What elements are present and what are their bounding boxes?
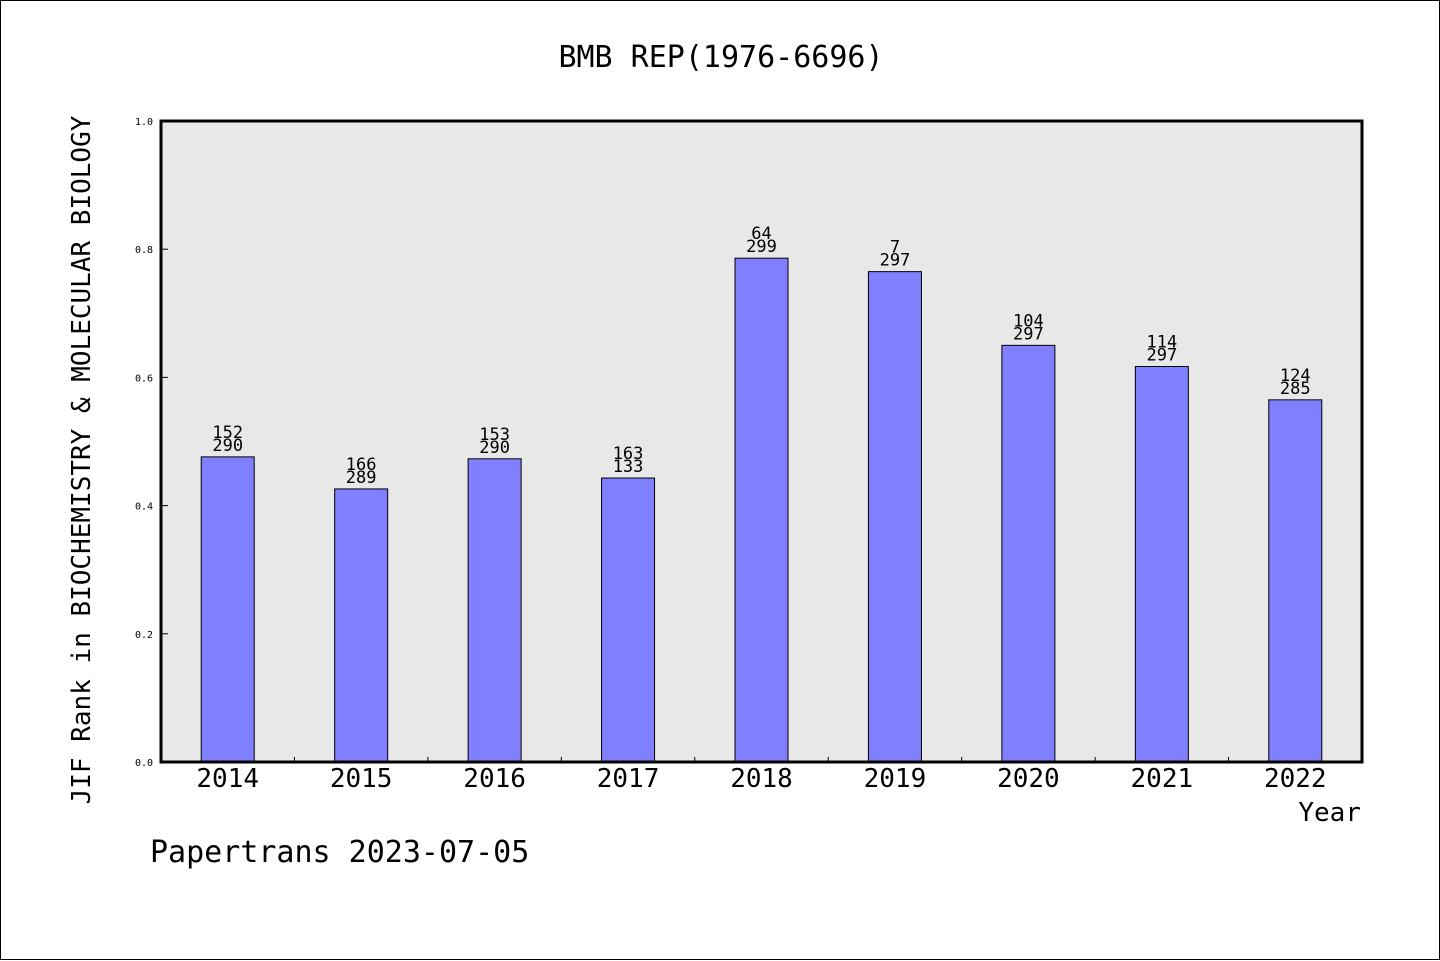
bar-total-label-2020: 297 xyxy=(1013,324,1044,344)
bar-total-label-2018: 299 xyxy=(746,237,777,257)
x-tick-label-2020: 2020 xyxy=(997,764,1060,794)
bar-total-label-2015: 289 xyxy=(346,468,377,488)
x-tick-label-2016: 2016 xyxy=(463,764,526,794)
y-tick-label-0.8: 0.8 xyxy=(135,245,153,256)
y-tick-label-0.4: 0.4 xyxy=(135,502,153,513)
bar-rank-label-2016: 153 xyxy=(479,425,510,445)
bar-total-label-2022: 285 xyxy=(1280,379,1311,399)
x-tick-label-2019: 2019 xyxy=(864,764,927,794)
bar-2022 xyxy=(1268,399,1323,763)
bar-2021 xyxy=(1134,366,1189,763)
bar-total-label-2014: 290 xyxy=(212,436,243,456)
bar-rank-label-2017: 163 xyxy=(613,444,644,464)
bar-2017 xyxy=(601,477,656,763)
y-axis-label: JIF Rank in BIOCHEMISTRY & MOLECULAR BIO… xyxy=(67,115,97,804)
bar-total-label-2016: 290 xyxy=(479,438,510,458)
bars-layer xyxy=(200,257,1323,763)
bar-2020 xyxy=(1001,344,1056,763)
bar-2014 xyxy=(200,456,255,763)
bar-total-label-2021: 297 xyxy=(1146,346,1177,366)
plot-border xyxy=(159,119,1364,764)
y-tick-label-0.2: 0.2 xyxy=(135,630,153,641)
x-tick-label-2022: 2022 xyxy=(1264,764,1327,794)
bar-total-label-2017: 133 xyxy=(613,457,644,477)
bar-rank-label-2019: 7 xyxy=(890,238,900,258)
bar-total-label-2019: 297 xyxy=(880,251,911,271)
bar-rank-label-2014: 152 xyxy=(212,423,243,443)
bar-rank-label-2015: 166 xyxy=(346,455,377,475)
x-tick-label-2021: 2021 xyxy=(1131,764,1194,794)
x-axis-label: Year xyxy=(1298,798,1361,828)
chart-title: BMB REP(1976-6696) xyxy=(558,40,883,75)
x-tick-label-2017: 2017 xyxy=(597,764,660,794)
bar-2016 xyxy=(467,458,522,763)
y-tick-label-0.0: 0.0 xyxy=(135,758,153,769)
x-tick-label-2014: 2014 xyxy=(196,764,259,794)
bar-rank-label-2021: 114 xyxy=(1146,333,1177,353)
x-tick-label-2018: 2018 xyxy=(730,764,793,794)
x-tick-label-2015: 2015 xyxy=(330,764,393,794)
bar-2019 xyxy=(867,271,922,763)
x-axis-ticks: 2014 2015 2016 2017 2018 2019 2020 2021 2022 xyxy=(196,757,1327,794)
bar-2015 xyxy=(334,488,389,763)
bar-rank-label-2018: 64 xyxy=(751,224,771,244)
bar-rank-label-2020: 104 xyxy=(1013,311,1044,331)
bar-2018 xyxy=(734,257,789,763)
bar-rank-label-2022: 124 xyxy=(1280,366,1311,386)
y-tick-label-0.6: 0.6 xyxy=(135,373,153,384)
y-tick-label-1.0: 1.0 xyxy=(135,117,153,128)
footer-text: Papertrans 2023-07-05 xyxy=(150,835,530,870)
